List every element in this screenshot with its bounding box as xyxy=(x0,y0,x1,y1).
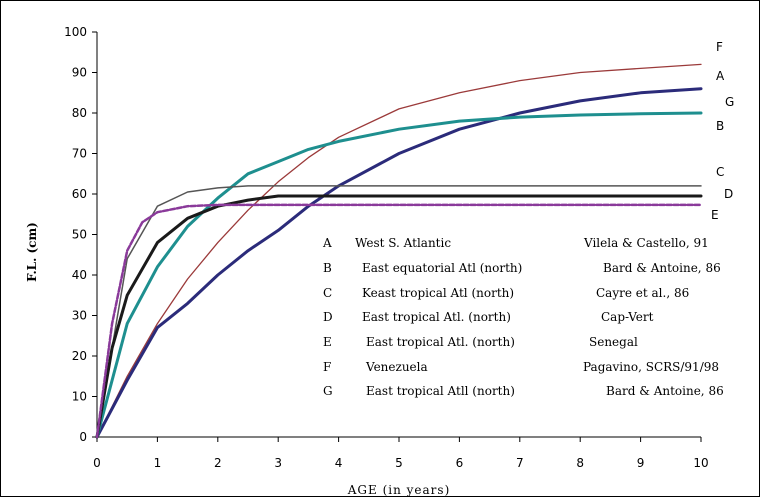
y-tick-label: 0 xyxy=(79,430,87,444)
y-tick-label: 90 xyxy=(72,66,87,80)
x-tick-label: 0 xyxy=(93,456,101,470)
legend-region: East tropical Atl. (north) xyxy=(362,310,511,324)
x-tick-label: 9 xyxy=(637,456,645,470)
series-line-c xyxy=(96,185,702,438)
x-tick-label: 10 xyxy=(693,456,708,470)
legend: A West S. Atlantic Vilela & Castello, 91 B E… xyxy=(322,236,724,398)
y-tick-label: 20 xyxy=(72,349,87,363)
series-tag-d: D xyxy=(724,187,733,201)
series-line-a xyxy=(95,87,703,439)
legend-region: West S. Atlantic xyxy=(355,236,451,250)
legend-region: East equatorial Atl (north) xyxy=(362,261,522,275)
series-tag-e: E xyxy=(711,208,719,222)
y-axis-title: F.L. (cm) xyxy=(25,222,39,282)
legend-code: E xyxy=(323,335,332,349)
legend-region: Venezuela xyxy=(365,360,428,374)
y-tick-label: 50 xyxy=(72,228,87,242)
series-line-b xyxy=(95,111,703,439)
series-line-d xyxy=(95,194,703,439)
y-tick-label: 70 xyxy=(72,147,87,161)
y-tick-label: 10 xyxy=(72,390,87,404)
legend-source: Cayre et al., 86 xyxy=(596,286,689,300)
legend-source: Cap-Vert xyxy=(601,310,654,324)
x-tick-label: 4 xyxy=(335,456,343,470)
legend-source: Pagavino, SCRS/91/98 xyxy=(583,360,719,374)
y-tick-label: 60 xyxy=(72,187,87,201)
x-tick-label: 7 xyxy=(516,456,524,470)
legend-region: Keast tropical Atl (north) xyxy=(362,286,514,300)
legend-source: Bard & Antoine, 86 xyxy=(606,384,724,398)
series-lines xyxy=(95,63,703,439)
series-tag-b: B xyxy=(716,119,724,133)
x-axis-title: AGE (in years) xyxy=(347,483,451,497)
series-tags: F AGB CDE xyxy=(711,40,734,222)
axes: 0 10 20 30 40 50 60 70 80 90 100 0 1 2 3 4 5 6 7 8 9 10 xyxy=(64,25,709,470)
x-tick-label: 5 xyxy=(395,456,403,470)
legend-source: Vilela & Castello, 91 xyxy=(583,236,709,250)
series-line-e xyxy=(95,203,703,439)
x-tick-label: 1 xyxy=(154,456,162,470)
series-tag-f: F xyxy=(716,40,723,54)
legend-code: G xyxy=(323,384,333,398)
series-line-f xyxy=(96,63,702,438)
legend-region: East tropical Atl. (north) xyxy=(366,335,515,349)
y-tick-label: 80 xyxy=(72,106,87,120)
series-tag-c: C xyxy=(716,165,724,179)
legend-code: A xyxy=(322,236,332,250)
y-tick-label: 40 xyxy=(72,268,87,282)
series-tag-g: G xyxy=(725,95,734,109)
x-tick-label: 3 xyxy=(274,456,282,470)
legend-region: East tropical Atll (north) xyxy=(366,384,515,398)
y-tick-label: 30 xyxy=(72,309,87,323)
legend-source: Senegal xyxy=(589,335,638,349)
x-tick-label: 8 xyxy=(576,456,584,470)
legend-source: Bard & Antoine, 86 xyxy=(603,261,721,275)
series-tag-a: A xyxy=(716,69,725,83)
x-tick-label: 6 xyxy=(456,456,464,470)
y-tick-label: 100 xyxy=(64,25,87,39)
legend-code: F xyxy=(323,360,331,374)
legend-code: C xyxy=(323,286,332,300)
legend-code: D xyxy=(323,310,333,324)
legend-code: B xyxy=(323,261,332,275)
x-tick-label: 2 xyxy=(214,456,222,470)
